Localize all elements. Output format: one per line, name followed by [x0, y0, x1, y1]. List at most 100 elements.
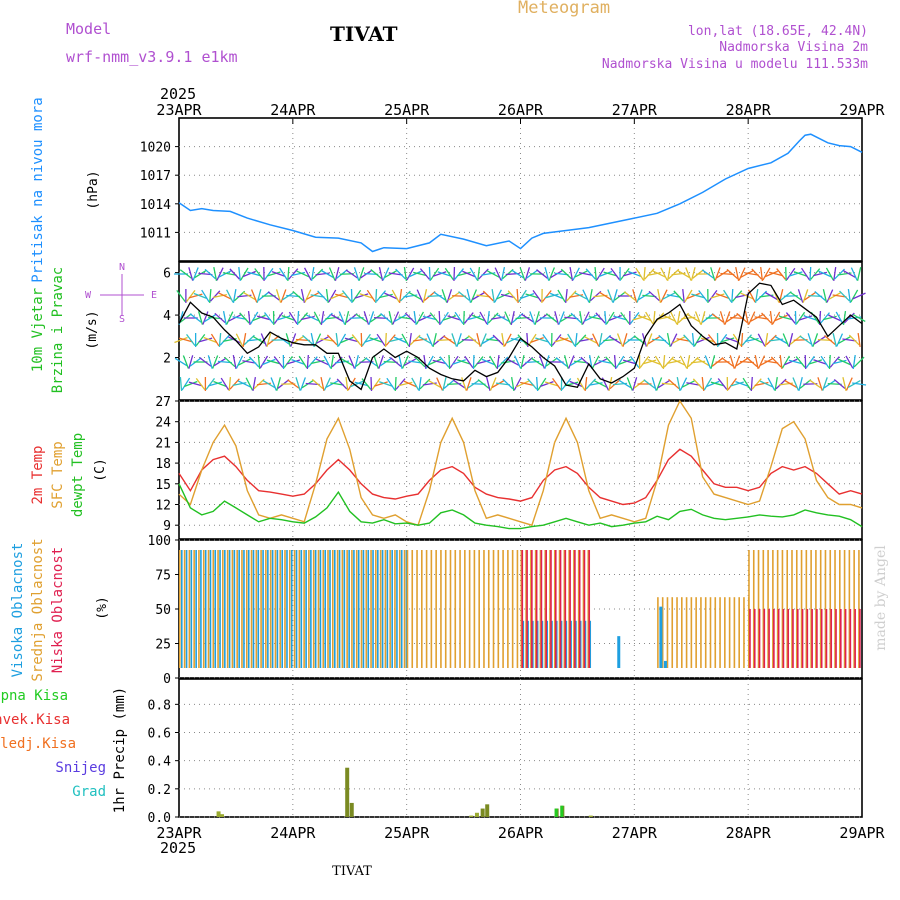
wind-arrow — [408, 270, 422, 278]
wind-arrow — [574, 332, 578, 348]
wind-arrow — [759, 380, 774, 388]
wind-arrow — [174, 357, 188, 367]
y-tick-label: 0.2 — [148, 783, 171, 798]
wind-arrow — [482, 290, 494, 302]
wind-arrow — [527, 378, 538, 390]
wind-arrow — [570, 312, 582, 324]
wind-arrow — [648, 290, 660, 302]
wind-arrow — [757, 333, 766, 347]
wind-arrow — [489, 355, 498, 369]
wind-arrow — [552, 377, 562, 391]
wind-arrow — [569, 266, 574, 282]
wind-arrow — [418, 314, 432, 322]
cloud-bar-high — [295, 550, 298, 668]
cloud-bar-mid — [464, 550, 466, 668]
cloud-bar-mid — [331, 550, 334, 668]
cloud-bar-mid — [853, 550, 855, 668]
wind-arrow — [422, 315, 437, 321]
wind-arrow — [626, 377, 633, 391]
cloud-bar-mid — [179, 550, 181, 668]
wind-arrow — [266, 359, 281, 365]
precip-bar-total — [560, 805, 564, 817]
wind-arrow — [521, 313, 534, 323]
wind-arrow — [679, 355, 688, 369]
wind-arrow — [758, 355, 766, 369]
y-tick-label: 6 — [163, 267, 171, 282]
cloud-bar-mid — [394, 550, 396, 668]
y-tick-label: 27 — [155, 395, 171, 410]
wind-arrow — [199, 357, 212, 367]
wind-arrow — [520, 355, 525, 369]
wind-arrow — [707, 334, 718, 346]
cloud-bar-high — [233, 550, 236, 668]
cloud-bar-high — [190, 550, 193, 668]
wind-arrow — [613, 354, 617, 370]
wind-arrow — [833, 266, 837, 282]
wind-arrow — [676, 310, 681, 326]
wind-arrow — [351, 334, 362, 346]
wind-arrow — [311, 378, 324, 390]
wind-arrow — [539, 355, 546, 369]
wind-arrow — [814, 291, 826, 301]
wind-arrow — [288, 268, 299, 280]
wind-arrow — [275, 289, 282, 303]
wind-arrow — [320, 338, 335, 342]
wind-arrow — [578, 272, 593, 276]
cloud-bar-high — [348, 550, 350, 668]
cloud-bar-mid — [416, 550, 418, 668]
wind-arrow — [432, 333, 437, 347]
wind-arrow — [605, 356, 616, 368]
wind-arrow — [774, 335, 788, 345]
wind-arrow — [276, 315, 291, 321]
wind-arrow — [527, 333, 537, 347]
x-tick-label-top: 28APR — [726, 101, 772, 119]
wind-arrow — [428, 266, 431, 282]
wind-arrow — [287, 379, 300, 389]
wind-arrow — [203, 336, 218, 344]
cloud-bar-mid — [375, 550, 377, 668]
cloud-bar-high — [541, 620, 544, 668]
wind-arrow — [462, 270, 476, 278]
wind-arrow — [437, 271, 452, 277]
wind-arrow — [606, 311, 615, 325]
cloud-bar-mid — [406, 550, 409, 668]
wind-arrow — [466, 315, 481, 321]
wind-arrow — [386, 377, 396, 391]
wind-arrow — [501, 332, 505, 348]
wind-arrow — [286, 359, 301, 365]
wind-arrow — [378, 355, 384, 369]
wind-arrow — [632, 289, 638, 303]
cloud-bar-mid — [284, 550, 286, 668]
cloud-bar-mid — [236, 550, 238, 668]
cloud-bar-low — [816, 609, 818, 668]
wind-arrow — [744, 272, 759, 276]
wind-arrow — [717, 378, 728, 390]
cloud-bar-low — [773, 609, 775, 668]
cloud-bar-high — [589, 620, 592, 668]
cloud-bar-mid — [805, 550, 808, 668]
wind-arrow — [496, 354, 500, 370]
cloud-bar-mid — [795, 550, 798, 668]
wind-arrow — [842, 270, 856, 278]
wind-arrow — [764, 291, 778, 301]
wind-arrow — [842, 377, 847, 391]
cloud-bar-low — [540, 550, 543, 668]
cloud-bar-low — [588, 550, 591, 668]
cloud-ylabel-1: Srednja Oblacnost — [30, 538, 46, 681]
wind-arrow — [762, 267, 771, 281]
cloud-bar-low — [820, 609, 823, 668]
wind-arrow — [799, 335, 812, 345]
cloud-bar-mid — [288, 550, 291, 668]
wind-arrow — [326, 334, 338, 346]
wind-arrow — [696, 357, 710, 367]
wind-arrow — [813, 271, 828, 277]
wind-arrow — [489, 377, 497, 391]
cloud-bar-mid — [454, 550, 457, 668]
wind-arrow — [776, 268, 786, 280]
wind-arrow — [682, 288, 685, 304]
cloud-bar-mid — [398, 550, 401, 668]
wind-arrow — [491, 288, 495, 304]
cloud-bar-mid — [525, 550, 527, 668]
cloud-bar-mid — [322, 550, 325, 668]
wind-arrow — [850, 289, 859, 303]
